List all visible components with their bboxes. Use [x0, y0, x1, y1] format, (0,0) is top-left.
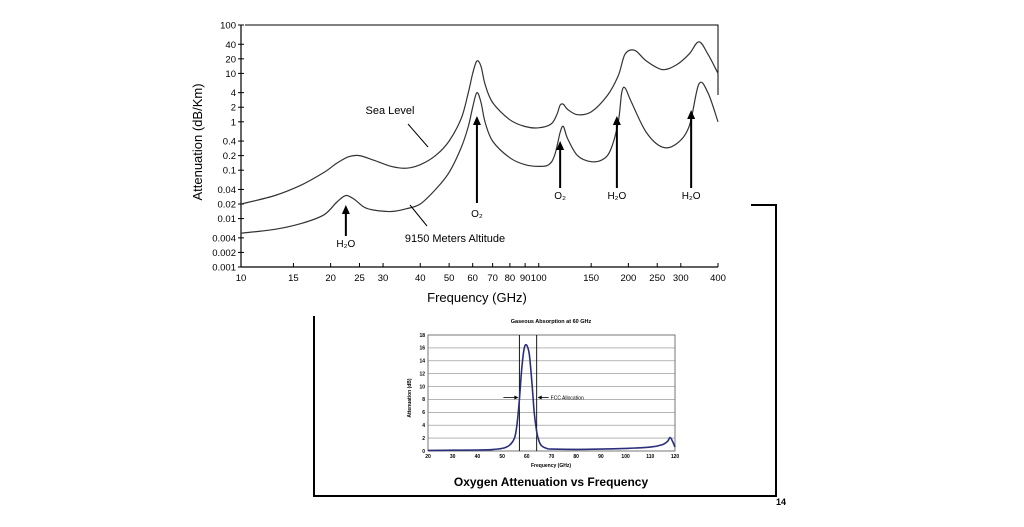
x-tick-label: 120 — [671, 454, 680, 460]
x-tick-label: 10 — [236, 273, 247, 284]
x-tick-label: 30 — [378, 273, 389, 284]
x-tick-label: 40 — [415, 273, 426, 284]
y-tick-label: 0.01 — [218, 214, 237, 225]
plot-frame — [427, 334, 676, 452]
x-tick-label: 50 — [444, 273, 455, 284]
y-tick-label: 1 — [231, 117, 236, 128]
x-tick-label: 70 — [549, 454, 555, 460]
y-tick-label: 10 — [419, 384, 425, 390]
sea-level-label: Sea Level — [366, 105, 415, 117]
x-tick-label: 90 — [598, 454, 604, 460]
absorption-curve — [427, 343, 676, 452]
plot-frame — [245, 24, 719, 95]
y-tick-label: 0.04 — [218, 185, 237, 196]
x-tick-label: 20 — [425, 454, 431, 460]
altitude-pointer — [409, 204, 428, 227]
y-tick-label: 20 — [225, 54, 236, 65]
x-tick-label: 200 — [620, 273, 636, 284]
o2-label: O₂ — [471, 209, 483, 220]
callout-bracket — [313, 204, 777, 497]
y-tick-label: 6 — [422, 410, 425, 416]
y-tick-label: 0.02 — [218, 200, 237, 211]
y-tick-label: 0.2 — [223, 151, 236, 162]
chart-caption: Oxygen Attenuation vs Frequency — [454, 475, 649, 489]
y-tick-label: 0 — [422, 449, 425, 455]
sea-level-curve — [240, 41, 719, 205]
y-tick-label: 10 — [225, 69, 236, 80]
x-tick-label: 20 — [325, 273, 336, 284]
allocation-arrow-left-head — [514, 395, 519, 400]
y-tick-label: 0.002 — [212, 248, 236, 259]
oxygen-absorption-chart: Gaseous Absorption at 60 GHz 18 16 14 12 10 8… — [407, 319, 679, 489]
x-tick-label: 60 — [524, 454, 530, 460]
x-tick-label: 80 — [573, 454, 579, 460]
y-tick-label: 0.004 — [212, 233, 236, 244]
h2o-label-arrow-head — [612, 116, 621, 125]
x-tick-label: 15 — [288, 273, 299, 284]
y-tick-label: 0.4 — [223, 137, 236, 148]
y-tick-label: 40 — [225, 40, 236, 51]
h2o-label-arrow-head — [341, 205, 350, 214]
o2-label-arrow-head — [472, 116, 481, 125]
o2-label-arrow-head — [556, 141, 565, 150]
x-tick-label: 50 — [499, 454, 505, 460]
h2o-label: H₂O — [607, 191, 626, 202]
y-tick-label: 14 — [419, 359, 425, 365]
altitude-curve — [240, 81, 719, 234]
y-tick-label: 8 — [422, 397, 425, 403]
x-tick-label: 60 — [467, 273, 478, 284]
y-tick-label: 18 — [419, 333, 425, 339]
x-tick-label: 40 — [475, 454, 481, 460]
y-tick-label: 2 — [231, 103, 236, 114]
y-tick-label: 12 — [419, 371, 425, 377]
x-tick-label: 400 — [710, 273, 726, 284]
y-tick-label: 4 — [422, 423, 425, 429]
chart-title: Gaseous Absorption at 60 GHz — [511, 319, 592, 325]
x-tick-label: 100 — [621, 454, 630, 460]
x-tick-label: 150 — [583, 273, 599, 284]
y-tick-label: 16 — [419, 346, 425, 352]
h2o-label: H₂O — [336, 239, 355, 250]
allocation-label: FCC Allocation — [551, 395, 584, 401]
x-axis-label: Frequency (GHz) — [427, 290, 527, 305]
h2o-label: H₂O — [682, 191, 701, 202]
x-tick-label: 100 — [531, 273, 547, 284]
sea-level-pointer — [407, 123, 429, 148]
x-tick-label: 25 — [354, 273, 365, 284]
x-tick-label: 80 — [505, 273, 516, 284]
x-tick-label: 250 — [649, 273, 665, 284]
o2-label: O₂ — [554, 191, 566, 202]
y-axis-label: Attenuation (dB/Km) — [190, 83, 205, 200]
x-tick-label: 90 — [520, 273, 531, 284]
y-tick-label: 0.001 — [212, 263, 236, 274]
y-tick-label: 2 — [422, 436, 425, 442]
y-tick-label: 100 — [220, 21, 236, 32]
x-tick-label: 30 — [450, 454, 456, 460]
y-tick-label: 4 — [231, 88, 236, 99]
allocation-arrow-right-head — [537, 395, 542, 400]
h2o-label-arrow-head — [687, 110, 696, 119]
altitude-label: 9150 Meters Altitude — [405, 233, 505, 245]
x-tick-label: 110 — [646, 454, 654, 460]
x-tick-label: 300 — [673, 273, 689, 284]
x-tick-label: 70 — [487, 273, 498, 284]
y-tick-label: 0.1 — [223, 166, 236, 177]
x-axis-label: Frequency (GHz) — [531, 463, 571, 469]
attenuation-chart: 100 40 20 10 4 2 1 0.4 0.2 0.1 0.04 0.02 0.01 0.004 0.… — [190, 21, 726, 306]
page-number: 14 — [776, 497, 787, 507]
y-axis-label: Attenuation (dB) — [407, 378, 413, 417]
